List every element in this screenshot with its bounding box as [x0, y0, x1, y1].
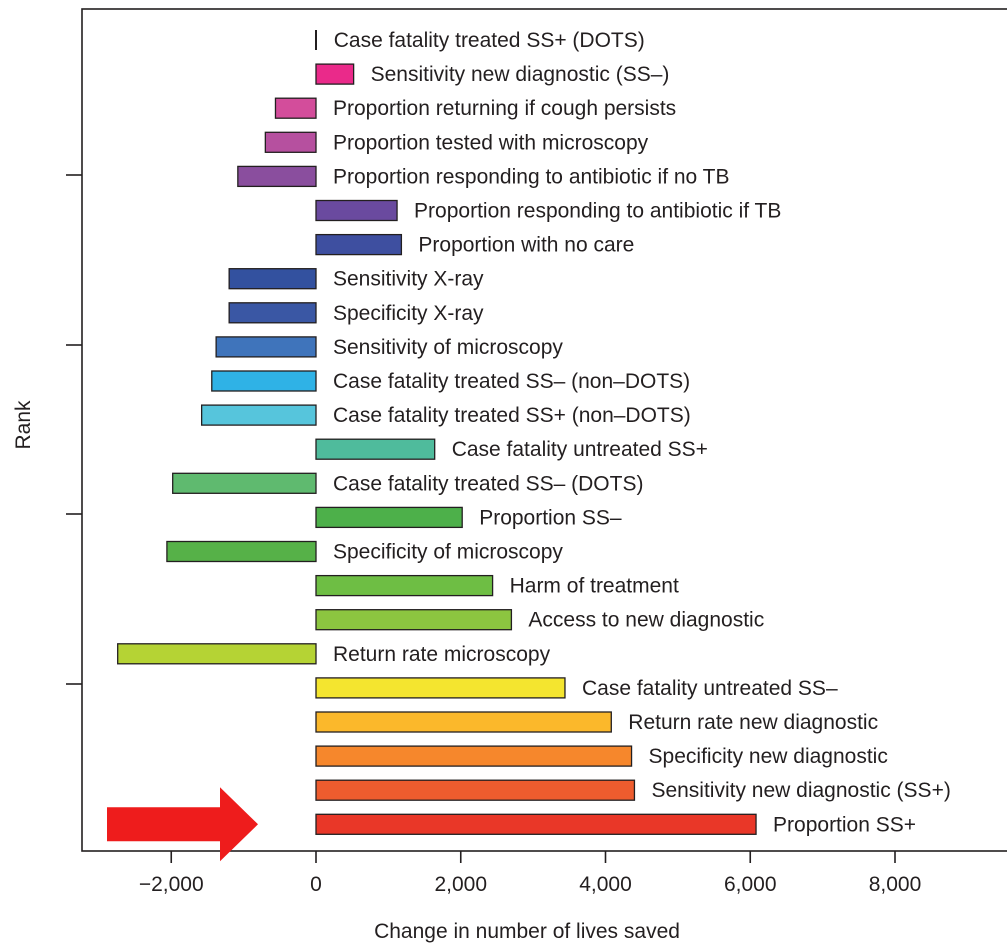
x-tick-label: 4,000 — [579, 873, 632, 896]
bar-label: Case fatality untreated SS– — [582, 677, 838, 700]
bar-label: Sensitivity of microscopy — [333, 336, 563, 359]
bar — [117, 643, 317, 665]
bar — [228, 268, 317, 290]
bar-label: Case fatality treated SS– (DOTS) — [333, 472, 643, 495]
bar-label: Case fatality treated SS– (non–DOTS) — [333, 370, 690, 393]
bar-label: Specificity X-ray — [333, 302, 484, 325]
arrow-shape — [107, 787, 258, 862]
x-tick-label: −2,000 — [139, 873, 204, 896]
bar-label: Harm of treatment — [510, 575, 679, 598]
bar — [228, 302, 317, 324]
bar — [315, 63, 355, 85]
bar — [315, 438, 436, 460]
bar-label: Sensitivity new diagnostic (SS+) — [651, 779, 950, 802]
bar — [315, 609, 513, 631]
bar-label: Proportion returning if cough persists — [333, 97, 676, 120]
bar-label: Proportion SS+ — [773, 813, 916, 836]
bar-label: Return rate microscopy — [333, 643, 551, 666]
bar-label: Access to new diagnostic — [528, 609, 764, 632]
bars-group — [117, 30, 757, 835]
bar-label: Sensitivity X-ray — [333, 268, 484, 291]
bar — [172, 472, 317, 494]
bar — [237, 165, 317, 188]
bar — [315, 813, 757, 835]
bar-label: Proportion tested with microscopy — [333, 131, 649, 154]
bar — [215, 336, 317, 358]
bar — [264, 131, 317, 153]
bar-label: Case fatality treated SS+ (non–DOTS) — [333, 404, 691, 427]
bar-label: Case fatality treated SS+ (DOTS) — [334, 29, 645, 52]
bar — [200, 404, 317, 426]
highlight-arrow — [107, 787, 258, 862]
bar — [315, 711, 612, 733]
bar — [166, 540, 317, 563]
bar — [315, 30, 317, 50]
bar — [315, 745, 633, 767]
bar — [315, 233, 403, 256]
bar — [211, 370, 317, 392]
x-tick-label: 6,000 — [724, 873, 777, 896]
plot-frame — [81, 8, 1007, 852]
bar-label: Proportion responding to antibiotic if T… — [414, 200, 781, 223]
x-axis-ticks: −2,000 0 2,000 4,000 6,000 8,000 — [139, 851, 921, 896]
bar — [274, 97, 317, 119]
x-tick-label: 8,000 — [869, 873, 922, 896]
bar-label: Case fatality untreated SS+ — [452, 438, 708, 461]
bar-label: Return rate new diagnostic — [628, 711, 878, 734]
x-tick-label: 2,000 — [434, 873, 487, 896]
bar-label: Specificity of microscopy — [333, 541, 563, 564]
y-axis-ticks — [66, 174, 82, 685]
bar — [315, 779, 636, 801]
bar-labels-group: Case fatality treated SS+ (DOTS) Sensitiv… — [333, 29, 951, 836]
bar-label: Specificity new diagnostic — [649, 745, 888, 768]
bar — [315, 199, 398, 222]
bar-label: Proportion SS– — [479, 506, 622, 529]
bar — [315, 574, 494, 597]
bar-label: Sensitivity new diagnostic (SS–) — [371, 63, 670, 86]
bar-label: Proportion with no care — [418, 234, 634, 257]
bar-label: Proportion responding to antibiotic if n… — [333, 165, 730, 188]
y-axis-title: Rank — [12, 400, 35, 450]
x-tick-label: 0 — [310, 873, 322, 896]
bar — [315, 677, 566, 699]
x-axis-title: Change in number of lives saved — [374, 920, 680, 943]
bar — [315, 506, 463, 529]
